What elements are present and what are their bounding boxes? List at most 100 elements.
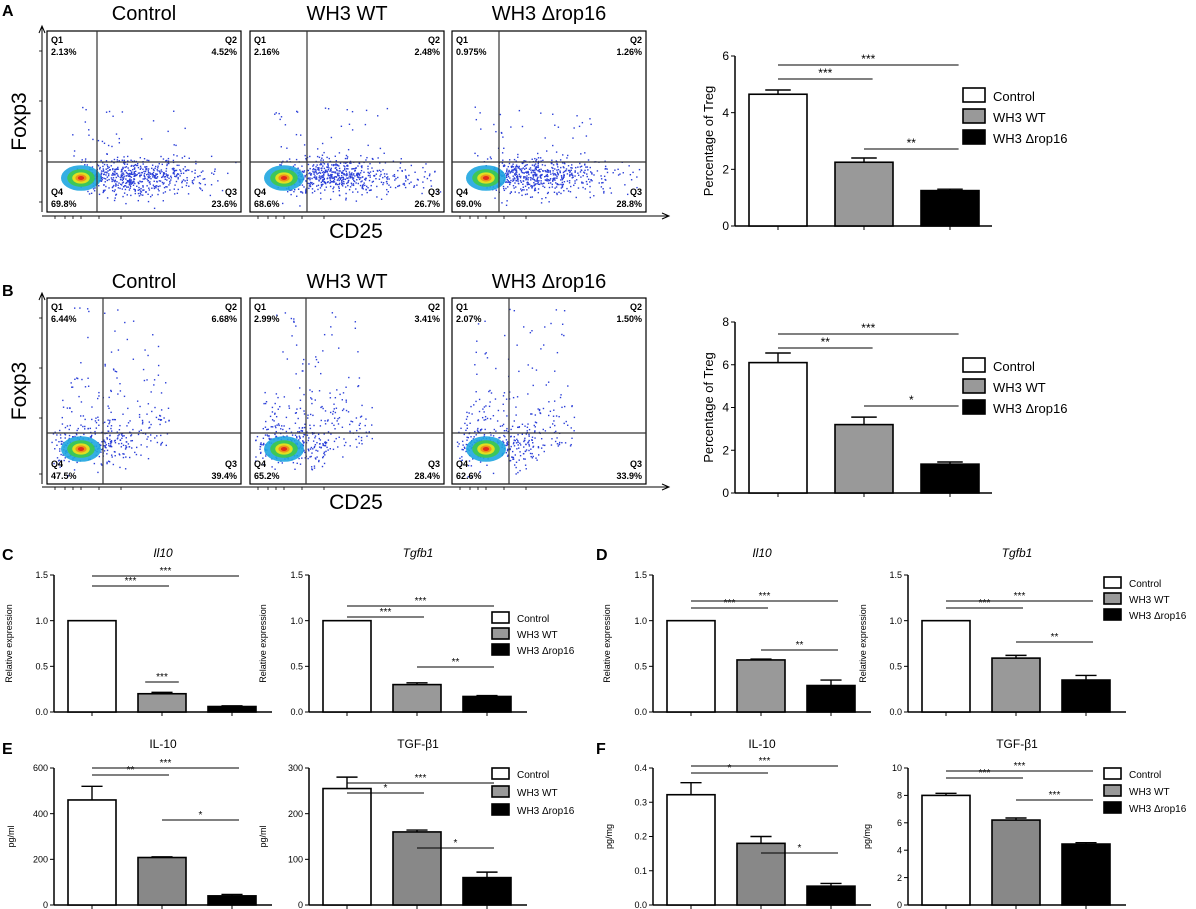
event-dot (539, 412, 542, 415)
event-dot (68, 434, 71, 437)
event-dot (126, 173, 129, 175)
event-dot (299, 437, 301, 440)
event-dot (512, 169, 514, 171)
event-dot (530, 171, 533, 174)
event-dot (120, 183, 122, 186)
event-dot (500, 131, 503, 134)
event-dot (368, 431, 370, 433)
event-dot (562, 166, 565, 168)
event-dot (400, 158, 402, 160)
event-dot (165, 160, 167, 162)
event-dot (492, 414, 495, 417)
significance-label: ** (821, 335, 831, 349)
event-dot (312, 448, 314, 450)
event-dot (524, 450, 527, 453)
event-dot (517, 167, 519, 169)
event-dot (513, 169, 516, 171)
event-dot (160, 155, 162, 158)
event-dot (317, 433, 320, 436)
event-dot (281, 462, 284, 464)
event-dot (114, 370, 117, 373)
significance-label: *** (861, 52, 875, 66)
event-dot (556, 177, 558, 179)
event-dot (533, 171, 535, 173)
event-dot (483, 419, 485, 421)
arrow-head (38, 24, 46, 34)
event-dot (129, 187, 131, 189)
bar-2 (736, 842, 786, 906)
event-dot (313, 190, 316, 192)
event-dot (129, 181, 132, 184)
event-dot (193, 179, 195, 181)
event-dot (561, 162, 564, 164)
density-hotspot (482, 447, 490, 451)
event-dot (262, 457, 264, 459)
event-dot (118, 142, 121, 144)
event-dot (125, 202, 127, 205)
significance-label: * (798, 843, 802, 854)
event-dot (343, 182, 345, 185)
event-dot (521, 168, 523, 170)
event-dot (405, 175, 407, 177)
event-dot (100, 463, 102, 465)
event-dot (559, 170, 561, 172)
legend-label: WH3 WT (517, 630, 558, 641)
panel-letter-C: C (2, 547, 14, 564)
event-dot (308, 187, 310, 190)
event-dot (61, 440, 63, 443)
bar-2 (834, 161, 894, 227)
event-dot (536, 177, 539, 180)
event-dot (286, 160, 288, 162)
quadrant-value-q3: 33.9% (616, 471, 642, 481)
significance-label: *** (979, 768, 991, 779)
event-dot (542, 444, 544, 446)
event-dot (376, 185, 378, 188)
event-dot (132, 180, 135, 183)
event-dot (164, 421, 167, 423)
event-dot (370, 184, 372, 187)
bar-3 (207, 705, 257, 713)
event-dot (133, 168, 136, 170)
event-dot (521, 171, 524, 174)
event-dot (319, 163, 321, 166)
event-dot (115, 184, 117, 186)
event-dot (163, 417, 165, 419)
event-dot (140, 444, 142, 446)
event-dot (292, 461, 295, 464)
event-dot (297, 417, 299, 420)
event-dot (155, 185, 157, 187)
event-dot (154, 167, 156, 170)
event-dot (323, 174, 325, 176)
event-dot (137, 433, 140, 436)
legend-label: Control (993, 89, 1035, 104)
event-dot (80, 415, 82, 417)
event-dot (630, 179, 633, 181)
event-dot (518, 459, 520, 461)
event-dot (57, 460, 60, 462)
event-dot (465, 418, 468, 420)
event-dot (138, 430, 140, 433)
event-dot (316, 178, 318, 180)
event-dot (461, 456, 463, 458)
event-dot (513, 439, 515, 441)
event-dot (322, 173, 325, 175)
event-dot (137, 189, 139, 191)
event-dot (329, 179, 332, 181)
event-dot (319, 425, 322, 427)
event-dot (310, 455, 312, 458)
event-dot (311, 192, 314, 194)
event-dot (290, 317, 293, 320)
event-dot (508, 169, 510, 172)
event-dot (103, 440, 105, 443)
event-dot (303, 413, 306, 415)
event-dot (112, 177, 115, 179)
event-dot (314, 175, 316, 177)
event-dot (351, 168, 353, 170)
event-dot (308, 172, 310, 175)
event-dot (317, 450, 319, 452)
event-dot (127, 443, 130, 445)
event-dot (476, 373, 478, 375)
event-dot (155, 174, 158, 176)
event-dot (111, 180, 113, 183)
event-dot (172, 172, 174, 175)
